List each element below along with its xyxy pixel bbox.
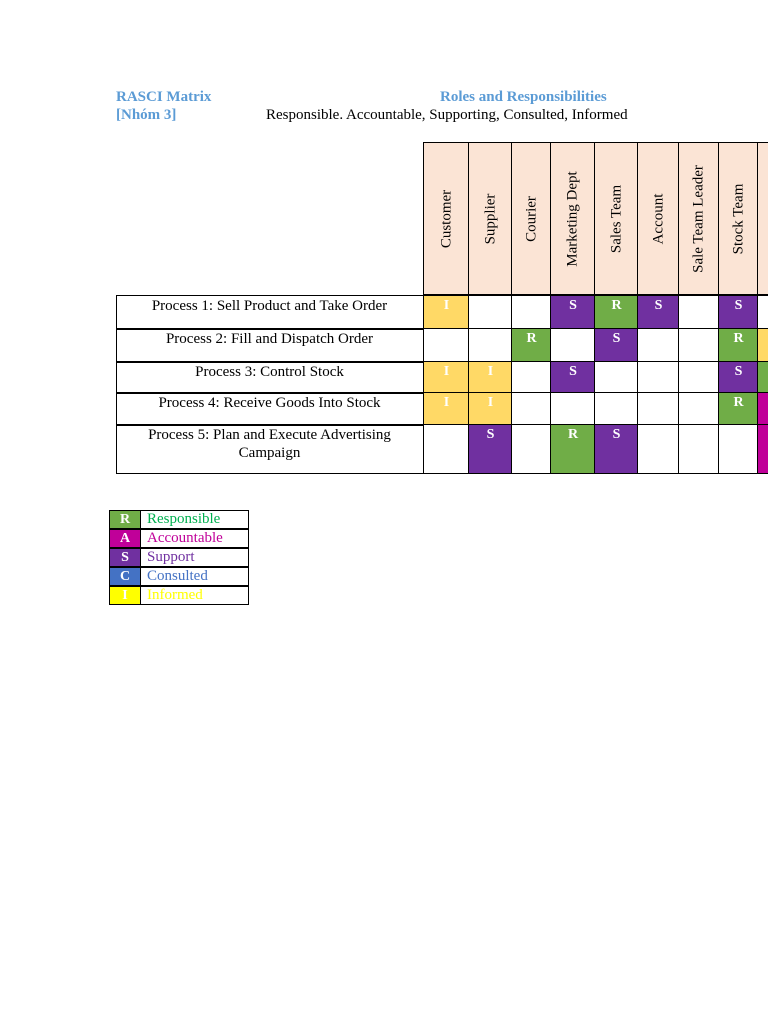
matrix-cell: R — [757, 361, 768, 394]
matrix-cell: S — [718, 361, 759, 394]
role-header — [757, 142, 768, 295]
legend-item: I Informed — [109, 586, 249, 605]
matrix-cell — [594, 392, 639, 426]
matrix-cell: S — [594, 328, 639, 363]
role-header-label: Supplier — [482, 193, 498, 244]
matrix-cell — [423, 424, 470, 474]
matrix-cell — [550, 392, 596, 426]
matrix-cell — [718, 424, 759, 474]
roles-subtitle: Responsible. Accountable, Supporting, Co… — [266, 107, 628, 123]
matrix-cell — [637, 392, 680, 426]
matrix-cell: R — [718, 392, 759, 426]
role-header: Sale Team Leader — [678, 142, 720, 295]
process-label: Process 4: Receive Goods Into Stock — [158, 395, 381, 411]
legend-item: R Responsible — [109, 510, 249, 529]
process-label: Process 5: Plan and Execute Advertising … — [148, 427, 391, 461]
legend-item: A Accountable — [109, 529, 249, 548]
legend-item: S Support — [109, 548, 249, 567]
matrix-cell — [637, 361, 680, 394]
role-header: Stock Team — [718, 142, 759, 295]
matrix-cell: R — [718, 328, 759, 363]
matrix-cell — [511, 392, 552, 426]
matrix-cell — [678, 295, 720, 330]
matrix-cell: A — [757, 424, 768, 474]
matrix-cell: I — [468, 361, 513, 394]
matrix-cell: A — [757, 392, 768, 426]
legend-key: R — [110, 511, 141, 528]
matrix-cell: I — [468, 392, 513, 426]
group-label: [Nhóm 3] — [116, 107, 177, 123]
role-header-label: Courier — [523, 195, 539, 242]
matrix-cell: I — [423, 295, 470, 330]
matrix-cell: S — [594, 424, 639, 474]
matrix-cell — [511, 424, 552, 474]
legend-key: I — [110, 587, 141, 604]
process-label: Process 3: Control Stock — [195, 364, 344, 380]
process-label: Process 2: Fill and Dispatch Order — [165, 331, 374, 347]
process-label: Process 1: Sell Product and Take Order — [151, 298, 388, 314]
matrix-cell: I — [423, 361, 470, 394]
legend-key: S — [110, 549, 141, 566]
matrix-cell: S — [550, 361, 596, 394]
role-header-label: Marketing Dept — [564, 170, 581, 267]
matrix-cell — [757, 295, 768, 330]
matrix-cell — [468, 328, 513, 363]
matrix-cell: S — [468, 424, 513, 474]
matrix-cell — [511, 361, 552, 394]
matrix-cell: I — [423, 392, 470, 426]
matrix-cell: R — [594, 295, 639, 330]
matrix-cell: S — [637, 295, 680, 330]
role-header-label: Sale Team Leader — [690, 164, 707, 273]
matrix-cell — [423, 328, 470, 363]
legend-item: C Consulted — [109, 567, 249, 586]
matrix-cell — [594, 361, 639, 394]
role-header: Courier — [511, 142, 552, 295]
matrix-cell — [550, 328, 596, 363]
role-header: Marketing Dept — [550, 142, 596, 295]
matrix-cell: I — [757, 328, 768, 363]
legend-label: Support — [147, 549, 195, 565]
matrix-cell: S — [550, 295, 596, 330]
role-header-label: Stock Team — [730, 183, 746, 254]
matrix-cell: R — [511, 328, 552, 363]
roles-title: Roles and Responsibilities — [440, 89, 607, 105]
role-header-label: Customer — [438, 189, 454, 248]
legend-key: C — [110, 568, 141, 585]
role-header-label: Sales Team — [608, 184, 624, 253]
matrix-cell — [637, 424, 680, 474]
matrix-cell — [468, 295, 513, 330]
role-header: Supplier — [468, 142, 513, 295]
matrix-cell — [511, 295, 552, 330]
legend-label: Responsible — [147, 511, 221, 527]
matrix-title: RASCI Matrix — [116, 89, 212, 105]
matrix-cell — [678, 361, 720, 394]
matrix-cell — [678, 328, 720, 363]
matrix-cell: R — [550, 424, 596, 474]
role-header: Sales Team — [594, 142, 639, 295]
legend-label: Informed — [147, 587, 203, 603]
role-header: Account — [637, 142, 680, 295]
role-header-label: Account — [650, 193, 666, 244]
legend-label: Consulted — [147, 568, 208, 584]
matrix-cell: S — [718, 295, 759, 330]
legend-key: A — [110, 530, 141, 547]
matrix-cell — [678, 392, 720, 426]
matrix-cell — [637, 328, 680, 363]
matrix-cell — [678, 424, 720, 474]
role-header: Customer — [423, 142, 470, 295]
legend-label: Accountable — [147, 530, 223, 546]
